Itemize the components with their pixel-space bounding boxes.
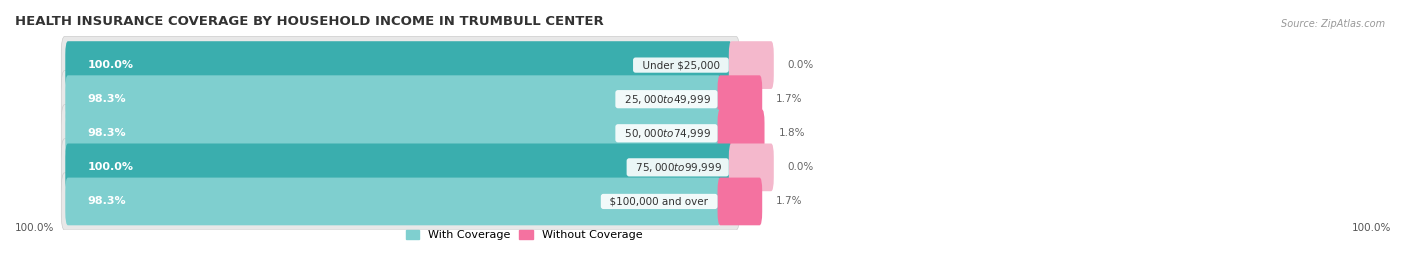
Text: $50,000 to $74,999: $50,000 to $74,999 [619,127,714,140]
Text: HEALTH INSURANCE COVERAGE BY HOUSEHOLD INCOME IN TRUMBULL CENTER: HEALTH INSURANCE COVERAGE BY HOUSEHOLD I… [15,15,603,28]
Text: 100.0%: 100.0% [15,223,55,233]
Text: 100.0%: 100.0% [87,60,134,70]
FancyBboxPatch shape [717,178,762,225]
FancyBboxPatch shape [65,178,721,225]
Text: 100.0%: 100.0% [87,162,134,172]
FancyBboxPatch shape [62,36,740,94]
Text: 98.3%: 98.3% [87,197,127,207]
Text: Source: ZipAtlas.com: Source: ZipAtlas.com [1281,19,1385,29]
FancyBboxPatch shape [65,41,733,89]
Text: 1.8%: 1.8% [779,128,804,138]
FancyBboxPatch shape [62,173,740,230]
FancyBboxPatch shape [65,109,721,157]
Legend: With Coverage, Without Coverage: With Coverage, Without Coverage [406,230,643,240]
Text: $75,000 to $99,999: $75,000 to $99,999 [630,161,725,174]
FancyBboxPatch shape [65,75,721,123]
FancyBboxPatch shape [717,109,765,157]
FancyBboxPatch shape [62,105,740,162]
FancyBboxPatch shape [728,41,773,89]
Text: Under $25,000: Under $25,000 [636,60,725,70]
FancyBboxPatch shape [62,139,740,196]
Text: 1.7%: 1.7% [776,197,803,207]
Text: 1.7%: 1.7% [776,94,803,104]
FancyBboxPatch shape [717,75,762,123]
FancyBboxPatch shape [728,143,773,191]
Text: 0.0%: 0.0% [787,60,814,70]
FancyBboxPatch shape [62,70,740,128]
Text: 98.3%: 98.3% [87,128,127,138]
Text: 100.0%: 100.0% [1351,223,1391,233]
Text: $25,000 to $49,999: $25,000 to $49,999 [619,93,714,106]
Text: $100,000 and over: $100,000 and over [603,197,714,207]
FancyBboxPatch shape [65,143,733,191]
Text: 0.0%: 0.0% [787,162,814,172]
Text: 98.3%: 98.3% [87,94,127,104]
